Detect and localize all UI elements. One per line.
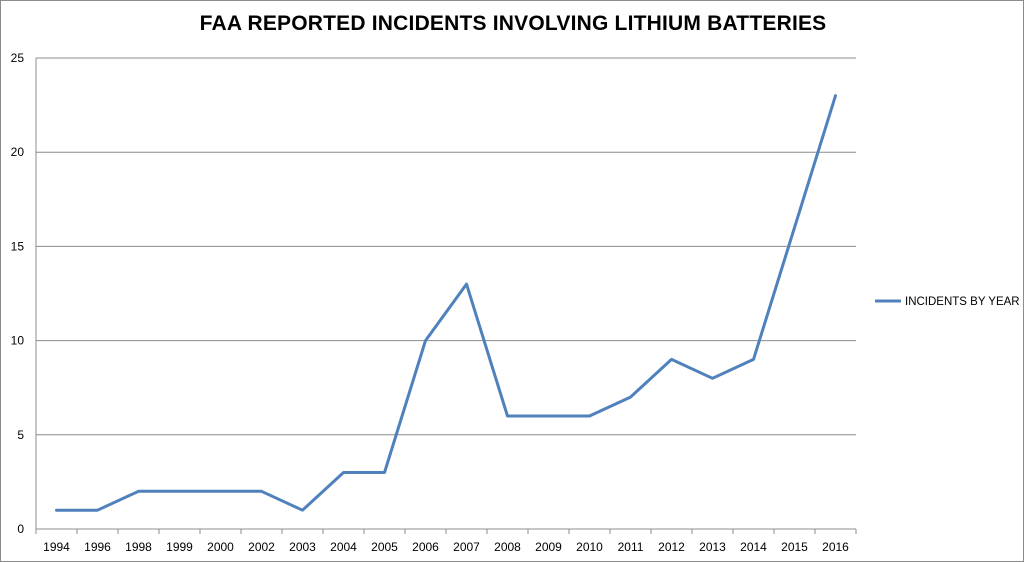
x-tick-label-2008: 2008	[494, 540, 521, 554]
data-point-1994	[55, 508, 59, 512]
data-point-2009	[547, 414, 551, 418]
x-tick-label-2016: 2016	[822, 540, 849, 554]
data-point-1996	[96, 508, 100, 512]
x-tick-label-1996: 1996	[84, 540, 111, 554]
y-tick-label-0: 0	[17, 522, 24, 536]
data-point-2016	[834, 94, 838, 98]
data-point-2011	[629, 395, 633, 399]
x-tick-label-2012: 2012	[658, 540, 685, 554]
data-point-2014	[752, 357, 756, 361]
x-tick-label-2004: 2004	[330, 540, 357, 554]
data-point-2007	[465, 282, 469, 286]
chart-title: FAA REPORTED INCIDENTS INVOLVING LITHIUM…	[199, 12, 827, 35]
x-tick-label-2014: 2014	[740, 540, 767, 554]
data-point-2008	[506, 414, 510, 418]
x-tick-label-2006: 2006	[412, 540, 439, 554]
data-point-2015	[793, 226, 797, 230]
x-tick-label-2013: 2013	[699, 540, 726, 554]
x-tick-label-2005: 2005	[371, 540, 398, 554]
data-point-2013	[711, 376, 715, 380]
y-tick-label-15: 15	[11, 239, 25, 253]
data-point-2006	[424, 339, 428, 343]
x-tick-label-2009: 2009	[535, 540, 562, 554]
x-tick-label-2015: 2015	[781, 540, 808, 554]
x-tick-label-2003: 2003	[289, 540, 316, 554]
data-point-2003	[301, 508, 305, 512]
x-tick-label-1998: 1998	[125, 540, 152, 554]
x-tick-label-1994: 1994	[43, 540, 70, 554]
data-point-2002	[260, 489, 264, 493]
x-tick-label-1999: 1999	[166, 540, 193, 554]
data-point-1998	[137, 489, 141, 493]
x-tick-label-2000: 2000	[207, 540, 234, 554]
data-point-2005	[383, 470, 387, 474]
y-tick-label-5: 5	[17, 428, 24, 442]
x-tick-label-2010: 2010	[576, 540, 603, 554]
data-point-2004	[342, 470, 346, 474]
series-line-0	[55, 94, 837, 512]
data-point-2000	[219, 489, 223, 493]
data-point-2010	[588, 414, 592, 418]
y-tick-label-20: 20	[11, 145, 25, 159]
legend-label: INCIDENTS BY YEAR	[905, 296, 1020, 308]
x-tick-label-2011: 2011	[618, 540, 644, 554]
data-point-1999	[178, 489, 182, 493]
data-point-2012	[670, 357, 674, 361]
y-tick-label-25: 25	[11, 51, 25, 65]
x-tick-label-2007: 2007	[453, 540, 480, 554]
y-tick-label-10: 10	[11, 334, 25, 348]
x-tick-label-2002: 2002	[248, 540, 275, 554]
